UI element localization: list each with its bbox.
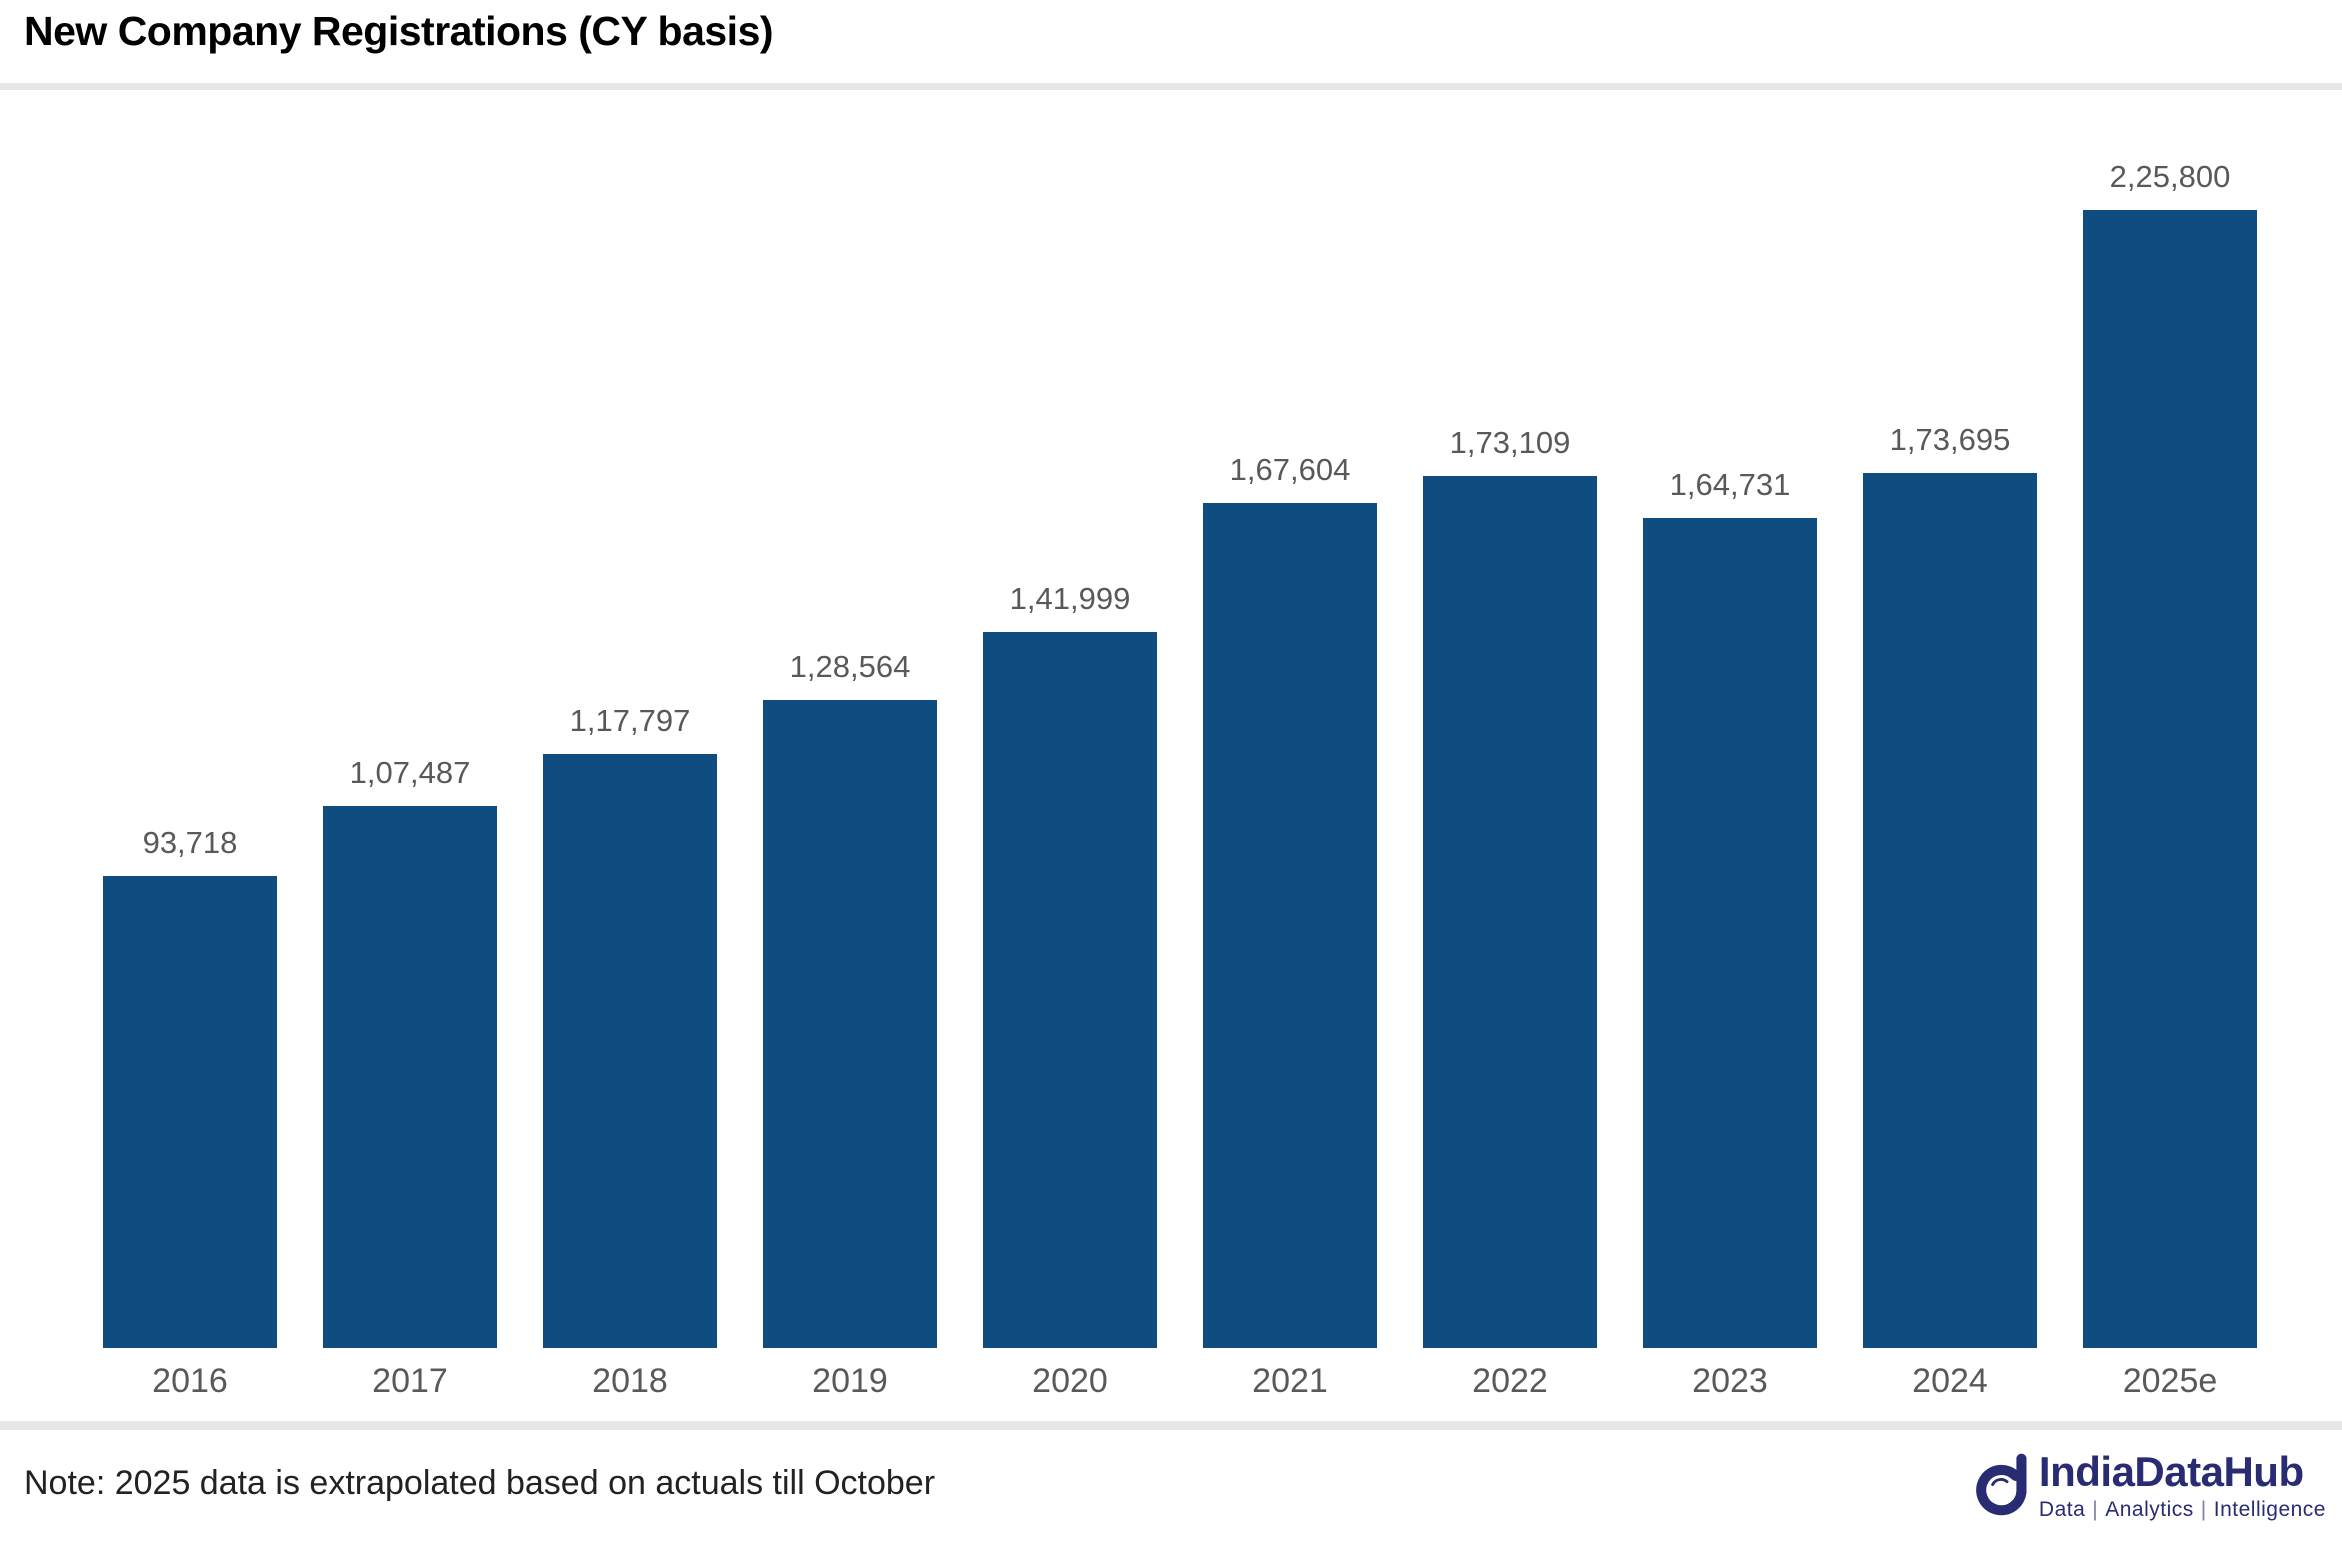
bar-value-label: 2,25,800 bbox=[2109, 159, 2231, 194]
x-axis: 2016 2017 2018 2019 2020 2021 2022 2023 2024 2025… bbox=[80, 1362, 2280, 1404]
bar-column-2018: 1,17,797 bbox=[520, 703, 740, 1348]
brand-logo: IndiaDataHub Data | Analytics | Intelligence bbox=[1971, 1448, 2326, 1522]
brand-name: IndiaDataHub bbox=[2038, 1448, 2304, 1495]
bar-value-label: 1,67,604 bbox=[1229, 452, 1351, 487]
bar-column-2025e: 2,25,800 bbox=[2060, 159, 2280, 1348]
bar-value-label: 1,17,797 bbox=[569, 703, 691, 738]
tagline-word: Data bbox=[2038, 1498, 2086, 1522]
bar-column-2020: 1,41,999 bbox=[960, 581, 1180, 1348]
bar-column-2024: 1,73,695 bbox=[1840, 422, 2060, 1348]
bar bbox=[983, 632, 1157, 1348]
footnote: Note: 2025 data is extrapolated based on… bbox=[24, 1464, 936, 1502]
bar bbox=[323, 806, 497, 1348]
bar-column-2016: 93,718 bbox=[80, 825, 300, 1348]
bar-value-label: 93,718 bbox=[142, 825, 238, 860]
bar bbox=[1203, 503, 1377, 1348]
bar-column-2021: 1,67,604 bbox=[1180, 452, 1400, 1348]
x-axis-label: 2018 bbox=[592, 1362, 668, 1400]
x-axis-label: 2016 bbox=[152, 1362, 228, 1400]
bar bbox=[1643, 518, 1817, 1348]
bar-value-label: 1,28,564 bbox=[789, 649, 911, 684]
bar bbox=[763, 700, 937, 1348]
x-axis-label: 2020 bbox=[1032, 1362, 1108, 1400]
bar-value-label: 1,07,487 bbox=[349, 755, 471, 790]
footer-divider bbox=[0, 1421, 2342, 1430]
bar-column-2023: 1,64,731 bbox=[1620, 467, 1840, 1348]
bar-value-label: 1,64,731 bbox=[1669, 467, 1791, 502]
x-axis-label: 2024 bbox=[1912, 1362, 1988, 1400]
bar bbox=[103, 876, 277, 1348]
bar-value-label: 1,73,695 bbox=[1889, 422, 2011, 457]
bar bbox=[1863, 473, 2037, 1348]
bar-value-label: 1,41,999 bbox=[1009, 581, 1131, 616]
x-axis-label: 2021 bbox=[1252, 1362, 1328, 1400]
tagline-separator: | bbox=[2200, 1498, 2207, 1522]
bar-column-2017: 1,07,487 bbox=[300, 755, 520, 1348]
x-axis-label: 2023 bbox=[1692, 1362, 1768, 1400]
brand-tagline: Data | Analytics | Intelligence bbox=[2039, 1498, 2326, 1522]
x-axis-label: 2019 bbox=[812, 1362, 888, 1400]
tagline-word: Intelligence bbox=[2213, 1498, 2326, 1522]
brand-text: IndiaDataHub Data | Analytics | Intelligence bbox=[2038, 1448, 2326, 1522]
x-axis-label: 2022 bbox=[1472, 1362, 1548, 1400]
x-axis-label: 2017 bbox=[372, 1362, 448, 1400]
tagline-word: Analytics bbox=[2105, 1498, 2194, 1522]
bar-value-label: 1,73,109 bbox=[1449, 425, 1571, 460]
bar-column-2022: 1,73,109 bbox=[1400, 425, 1620, 1348]
bar bbox=[543, 754, 717, 1348]
x-axis-label: 2025e bbox=[2122, 1362, 2218, 1400]
bar bbox=[1423, 476, 1597, 1348]
indiadatahub-logo-icon bbox=[1976, 1453, 2027, 1516]
chart-title: New Company Registrations (CY basis) bbox=[24, 8, 774, 54]
tagline-separator: | bbox=[2092, 1498, 2099, 1522]
bar bbox=[2083, 210, 2257, 1348]
bar-column-2019: 1,28,564 bbox=[740, 649, 960, 1348]
header-divider bbox=[0, 83, 2342, 90]
bar-chart-plot-area: 93,718 1,07,487 1,17,797 1,28,564 1,41,999 1,… bbox=[80, 150, 2280, 1348]
